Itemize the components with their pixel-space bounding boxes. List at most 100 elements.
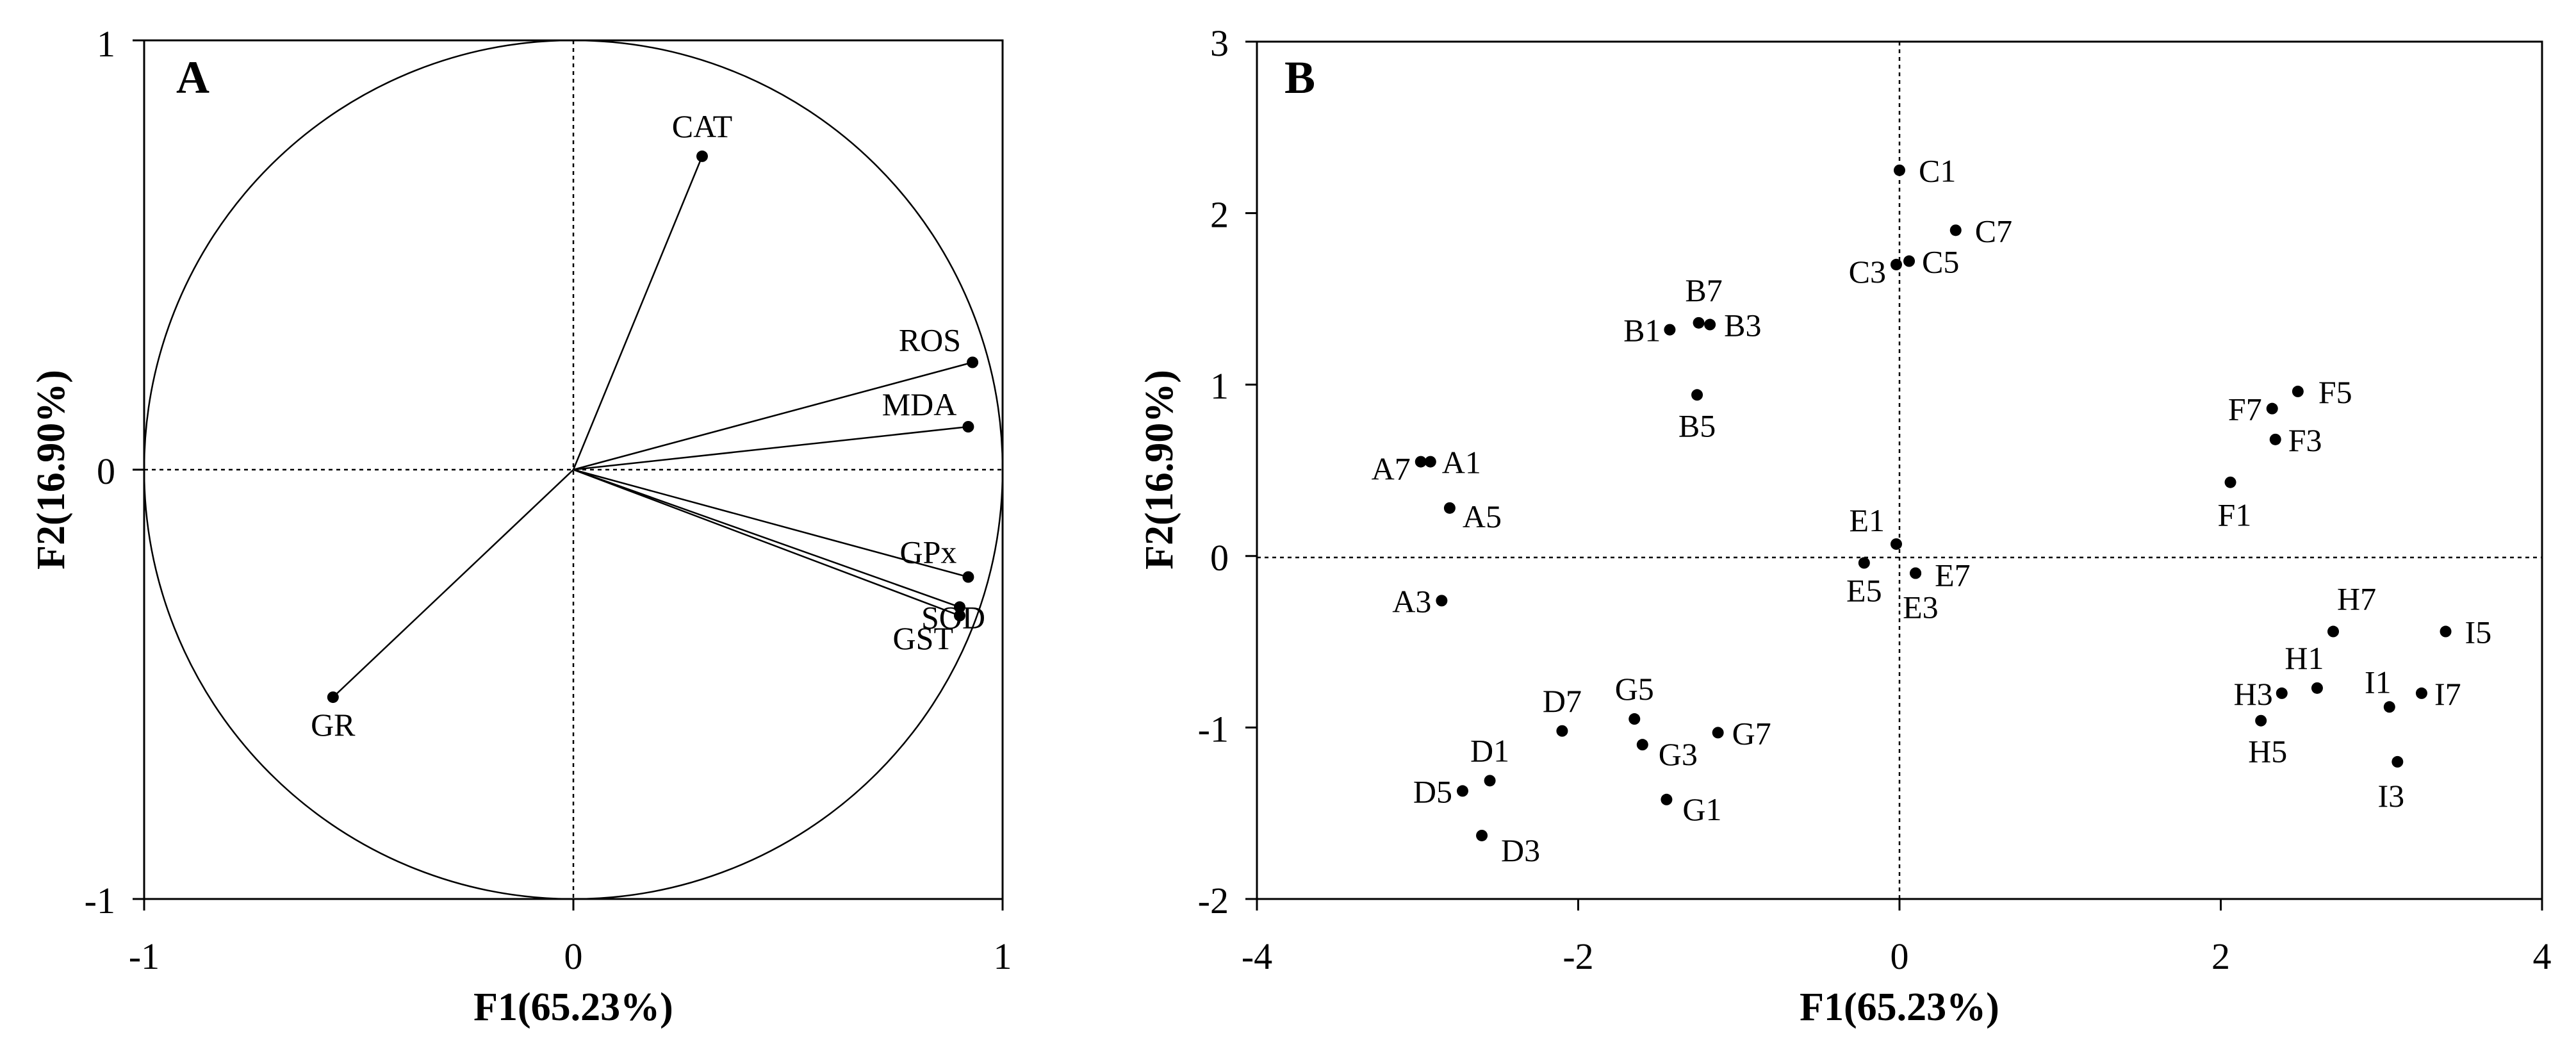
panel-b-x-tick-label: -2 [1563,936,1593,977]
label-mda: MDA [882,386,957,422]
vector-gpx [573,468,969,578]
label-a1: A1 [1442,445,1481,481]
panel-b-points [1415,164,2452,841]
label-h1: H1 [2285,640,2324,676]
panel-a-x-tick-label: 0 [564,936,583,977]
point-c5 [1903,255,1916,267]
point-h7 [2327,625,2340,638]
point-cat [696,150,708,162]
label-b3: B3 [1724,308,1761,343]
point-f7 [2266,402,2278,415]
point-mda [962,421,974,433]
label-a3: A3 [1392,583,1431,619]
panel-b-point-labels: C1 C7 C3 C5 B7 B1 B3 B5 F5 F7 F3 F1 A7 A1 A5 A3 E1 E5 E7E3… [1372,153,2492,868]
label-d7: D7 [1543,683,1582,719]
label-d3: D3 [1501,832,1540,868]
label-e1: E1 [1849,502,1885,538]
point-b3 [1704,318,1716,331]
panel-a-points [327,150,979,704]
label-h7: H7 [2337,581,2376,617]
label-a7: A7 [1372,451,1411,487]
vector-cat [572,156,703,470]
label-g1: G1 [1682,791,1721,827]
point-sod [954,601,965,613]
panel-a-x-tick-label: -1 [129,936,160,977]
label-d1: D1 [1470,732,1509,768]
label-gpx: GPx [899,534,956,570]
panel-b-x-tick-label: 2 [2211,936,2230,977]
label-h3: H3 [2234,676,2273,712]
vector-gr [332,469,574,698]
point-i1 [2383,701,2395,713]
point-b1 [1664,324,1676,336]
label-gr: GR [311,707,356,743]
label-ros: ROS [899,322,961,358]
panel-b-tick-labels: -4 -2 0 2 4 -2 -1 0 1 2 3 [1198,22,2552,977]
label-f7: F7 [2228,392,2262,427]
panel-a-y-tick-label: -1 [85,880,115,921]
label-h5: H5 [2248,734,2287,770]
label-f1: F1 [2218,497,2252,533]
point-gpx [962,571,974,583]
point-c7 [1949,224,1962,236]
point-h3 [2276,687,2288,699]
point-gr [327,691,339,704]
label-cat: CAT [672,108,732,144]
panel-a-correlation-circle: A -1 0 1 1 0 -1 F1(65.23%) F2(16.90%) CA… [29,23,1012,1029]
label-gst: GST [893,620,953,656]
panel-a-x-tick-label: 1 [994,936,1012,977]
panel-b-y-tick-label: -1 [1198,708,1229,750]
point-d7 [1556,725,1568,737]
label-e3: E3 [1903,589,1939,625]
point-i7 [2415,687,2427,699]
point-h1 [2311,682,2323,694]
label-f5: F5 [2318,374,2352,410]
point-g1 [1661,793,1673,805]
point-f5 [2292,385,2304,397]
label-b7: B7 [1685,272,1722,308]
label-c1: C1 [1919,153,1956,189]
panel-b-ticks [1245,40,2543,911]
label-f3: F3 [2288,422,2322,458]
label-d5: D5 [1413,773,1452,809]
panel-b-x-axis-title: F1(65.23%) [1800,985,1999,1029]
point-gst [954,609,965,622]
point-c1 [1894,164,1905,176]
panel-b-x-tick-label: -4 [1242,936,1272,977]
label-i7: I7 [2434,676,2461,712]
panel-a-letter: A [176,52,209,103]
point-d5 [1456,785,1468,797]
panel-b-x-tick-label: 4 [2533,936,2552,977]
point-b5 [1691,389,1703,401]
point-g5 [1628,713,1641,725]
point-a3 [1436,595,1448,607]
point-h5 [2255,714,2267,727]
vector-gst [573,468,960,616]
point-c3 [1890,258,1902,270]
label-e7: E7 [1935,557,1971,593]
panel-b-y-axis-title: F2(16.90%) [1138,370,1181,570]
panel-b-y-tick-label: -2 [1198,880,1229,921]
panel-a-y-axis-title: F2(16.90%) [29,370,73,570]
panel-b-y-tick-label: 3 [1210,22,1229,64]
point-i3 [2391,755,2404,768]
label-e5: E5 [1846,573,1882,609]
label-a5: A5 [1463,499,1502,534]
panel-b-y-tick-label: 1 [1210,365,1229,407]
point-a5 [1443,502,1456,514]
panel-a-y-tick-label: 1 [97,23,115,65]
panel-b-letter: B [1284,52,1315,103]
label-i5: I5 [2465,614,2492,650]
point-d3 [1476,829,1488,841]
panel-b-y-tick-label: 0 [1210,537,1229,579]
point-f1 [2224,476,2236,488]
point-e5 [1858,557,1870,569]
point-g7 [1712,727,1724,739]
label-b1: B1 [1623,313,1661,349]
vector-sod [573,468,960,608]
point-f3 [2269,433,2281,445]
panel-a-x-axis-title: F1(65.23%) [473,985,673,1029]
vector-ros [573,361,973,471]
